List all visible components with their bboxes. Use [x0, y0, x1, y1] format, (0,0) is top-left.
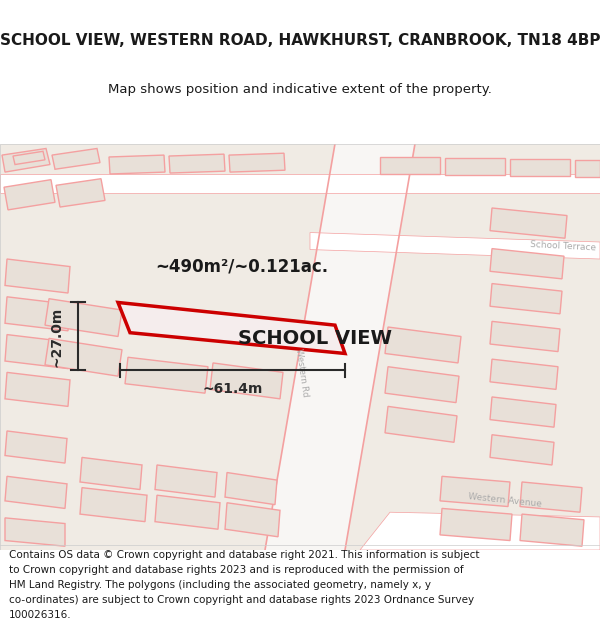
Polygon shape: [5, 476, 67, 508]
Polygon shape: [510, 159, 570, 176]
Polygon shape: [445, 158, 505, 175]
Text: SCHOOL VIEW, WESTERN ROAD, HAWKHURST, CRANBROOK, TN18 4BP: SCHOOL VIEW, WESTERN ROAD, HAWKHURST, CR…: [0, 32, 600, 48]
Polygon shape: [5, 334, 70, 369]
Text: HM Land Registry. The polygons (including the associated geometry, namely x, y: HM Land Registry. The polygons (includin…: [9, 580, 431, 590]
Polygon shape: [5, 259, 70, 293]
Text: ~27.0m: ~27.0m: [49, 306, 63, 367]
Polygon shape: [265, 144, 415, 550]
Polygon shape: [52, 149, 100, 169]
Polygon shape: [440, 508, 512, 541]
Polygon shape: [45, 338, 122, 376]
Polygon shape: [155, 495, 220, 529]
Polygon shape: [520, 482, 582, 512]
Polygon shape: [440, 476, 510, 506]
Polygon shape: [109, 155, 165, 174]
Text: ~61.4m: ~61.4m: [202, 382, 263, 396]
Polygon shape: [4, 179, 55, 210]
Polygon shape: [5, 431, 67, 463]
Polygon shape: [5, 518, 65, 546]
Polygon shape: [80, 488, 147, 522]
Polygon shape: [2, 149, 50, 172]
Polygon shape: [80, 458, 142, 489]
Polygon shape: [490, 321, 560, 352]
Text: Map shows position and indicative extent of the property.: Map shows position and indicative extent…: [108, 82, 492, 96]
Polygon shape: [385, 406, 457, 442]
Polygon shape: [45, 299, 122, 336]
Polygon shape: [225, 503, 280, 537]
Polygon shape: [520, 514, 584, 546]
Text: School Terrace: School Terrace: [530, 239, 596, 252]
Text: Western Rd: Western Rd: [294, 348, 310, 397]
Polygon shape: [0, 174, 600, 193]
Polygon shape: [490, 359, 558, 389]
Polygon shape: [490, 435, 554, 465]
Text: to Crown copyright and database rights 2023 and is reproduced with the permissio: to Crown copyright and database rights 2…: [9, 565, 464, 575]
Polygon shape: [125, 357, 208, 393]
Polygon shape: [490, 208, 567, 238]
Polygon shape: [155, 465, 217, 497]
Polygon shape: [575, 160, 600, 177]
Polygon shape: [169, 154, 225, 173]
Polygon shape: [225, 472, 277, 504]
Text: co-ordinates) are subject to Crown copyright and database rights 2023 Ordnance S: co-ordinates) are subject to Crown copyr…: [9, 596, 474, 606]
Polygon shape: [490, 284, 562, 314]
Text: 100026316.: 100026316.: [9, 611, 71, 621]
Polygon shape: [13, 151, 45, 164]
Polygon shape: [490, 397, 556, 427]
Polygon shape: [385, 367, 459, 402]
Polygon shape: [310, 232, 600, 259]
Polygon shape: [210, 363, 283, 399]
Text: Contains OS data © Crown copyright and database right 2021. This information is : Contains OS data © Crown copyright and d…: [9, 550, 479, 560]
Text: Western Avenue: Western Avenue: [468, 492, 542, 509]
Polygon shape: [380, 157, 440, 174]
Text: SCHOOL VIEW: SCHOOL VIEW: [238, 329, 392, 348]
Polygon shape: [490, 249, 564, 279]
Text: ~490m²/~0.121ac.: ~490m²/~0.121ac.: [155, 258, 328, 276]
Polygon shape: [229, 153, 285, 172]
Polygon shape: [118, 302, 345, 354]
Polygon shape: [5, 372, 70, 406]
Polygon shape: [56, 179, 105, 207]
Polygon shape: [385, 327, 461, 363]
Polygon shape: [5, 297, 70, 331]
Polygon shape: [360, 512, 600, 550]
